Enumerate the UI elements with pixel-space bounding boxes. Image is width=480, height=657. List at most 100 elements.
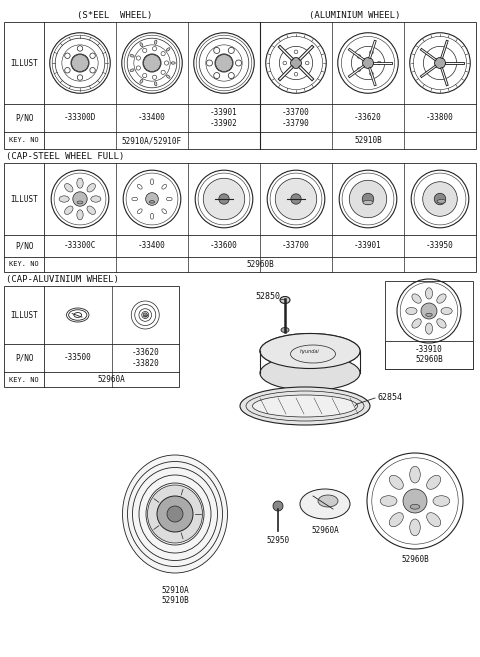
Text: 52960B: 52960B	[246, 260, 274, 269]
Circle shape	[421, 303, 437, 319]
Ellipse shape	[410, 519, 420, 536]
Ellipse shape	[137, 185, 142, 189]
Text: 52910B: 52910B	[354, 136, 382, 145]
Ellipse shape	[87, 183, 96, 192]
Ellipse shape	[425, 323, 432, 334]
Ellipse shape	[437, 200, 446, 203]
Text: ILLUST: ILLUST	[10, 194, 38, 204]
Circle shape	[145, 193, 158, 206]
Circle shape	[90, 53, 96, 58]
Bar	[4, 163, 476, 272]
Circle shape	[228, 72, 234, 79]
Circle shape	[290, 58, 301, 68]
Ellipse shape	[437, 319, 446, 328]
Bar	[385, 341, 473, 369]
Ellipse shape	[389, 475, 403, 489]
Circle shape	[203, 178, 245, 219]
Circle shape	[214, 47, 220, 53]
Text: -33300D: -33300D	[64, 114, 96, 122]
Circle shape	[377, 61, 381, 65]
Circle shape	[362, 193, 374, 205]
Circle shape	[236, 60, 241, 66]
Text: 52960A: 52960A	[311, 526, 339, 535]
Text: (S*EEL  WHEEL): (S*EEL WHEEL)	[77, 11, 153, 20]
Bar	[4, 286, 179, 387]
Text: KEY. NO: KEY. NO	[9, 137, 39, 143]
Circle shape	[275, 178, 317, 219]
Text: -33300C: -33300C	[64, 242, 96, 250]
Ellipse shape	[441, 307, 452, 315]
Ellipse shape	[433, 496, 450, 507]
Circle shape	[357, 68, 361, 72]
Ellipse shape	[140, 79, 143, 83]
Text: 52960B: 52960B	[401, 555, 429, 564]
Circle shape	[161, 51, 165, 56]
Text: KEY. NO: KEY. NO	[9, 376, 39, 382]
Text: -33400: -33400	[138, 242, 166, 250]
Ellipse shape	[59, 196, 69, 202]
Circle shape	[434, 193, 446, 205]
Ellipse shape	[162, 209, 167, 214]
Circle shape	[65, 68, 70, 73]
Ellipse shape	[427, 512, 441, 527]
Ellipse shape	[65, 206, 73, 214]
Ellipse shape	[427, 475, 441, 489]
Ellipse shape	[260, 334, 360, 369]
Text: 52850: 52850	[255, 292, 280, 301]
Text: P/NO: P/NO	[15, 353, 33, 363]
Ellipse shape	[425, 288, 432, 299]
Circle shape	[216, 55, 232, 72]
Text: -33901: -33901	[354, 242, 382, 250]
Circle shape	[72, 55, 88, 72]
Text: -33700: -33700	[282, 242, 310, 250]
Text: ILLUST: ILLUST	[10, 311, 38, 319]
Ellipse shape	[171, 62, 175, 64]
Circle shape	[77, 75, 83, 80]
Circle shape	[291, 194, 301, 204]
Circle shape	[370, 72, 373, 76]
Circle shape	[164, 61, 168, 65]
Ellipse shape	[65, 183, 73, 192]
Bar	[385, 281, 473, 369]
Ellipse shape	[147, 485, 203, 543]
Ellipse shape	[412, 294, 421, 304]
Ellipse shape	[77, 178, 83, 188]
Text: -33910: -33910	[415, 344, 443, 353]
Circle shape	[157, 496, 193, 532]
Ellipse shape	[130, 55, 134, 57]
Circle shape	[167, 506, 183, 522]
Ellipse shape	[150, 214, 154, 219]
Circle shape	[161, 70, 165, 74]
Text: KEY. NO: KEY. NO	[9, 261, 39, 267]
Circle shape	[90, 68, 96, 73]
Ellipse shape	[406, 307, 417, 315]
Circle shape	[294, 50, 298, 54]
Ellipse shape	[252, 395, 358, 417]
Ellipse shape	[412, 319, 421, 328]
Circle shape	[219, 194, 229, 204]
Ellipse shape	[410, 466, 420, 483]
Text: 52960B: 52960B	[415, 355, 443, 365]
Circle shape	[143, 74, 147, 78]
Circle shape	[77, 46, 83, 51]
Circle shape	[206, 60, 213, 66]
Circle shape	[357, 55, 361, 58]
Circle shape	[136, 66, 141, 70]
Ellipse shape	[155, 81, 157, 86]
Ellipse shape	[280, 296, 290, 304]
Ellipse shape	[300, 489, 350, 519]
Ellipse shape	[137, 209, 142, 214]
Text: -33700
-33790: -33700 -33790	[282, 108, 310, 127]
Ellipse shape	[437, 294, 446, 304]
Circle shape	[143, 313, 147, 317]
Ellipse shape	[389, 512, 403, 527]
Ellipse shape	[318, 495, 338, 507]
Ellipse shape	[162, 185, 167, 189]
Circle shape	[143, 49, 147, 53]
Circle shape	[228, 47, 234, 53]
Bar	[4, 22, 476, 149]
Circle shape	[305, 61, 309, 65]
Ellipse shape	[122, 455, 228, 573]
Ellipse shape	[77, 201, 83, 204]
Ellipse shape	[140, 43, 143, 47]
